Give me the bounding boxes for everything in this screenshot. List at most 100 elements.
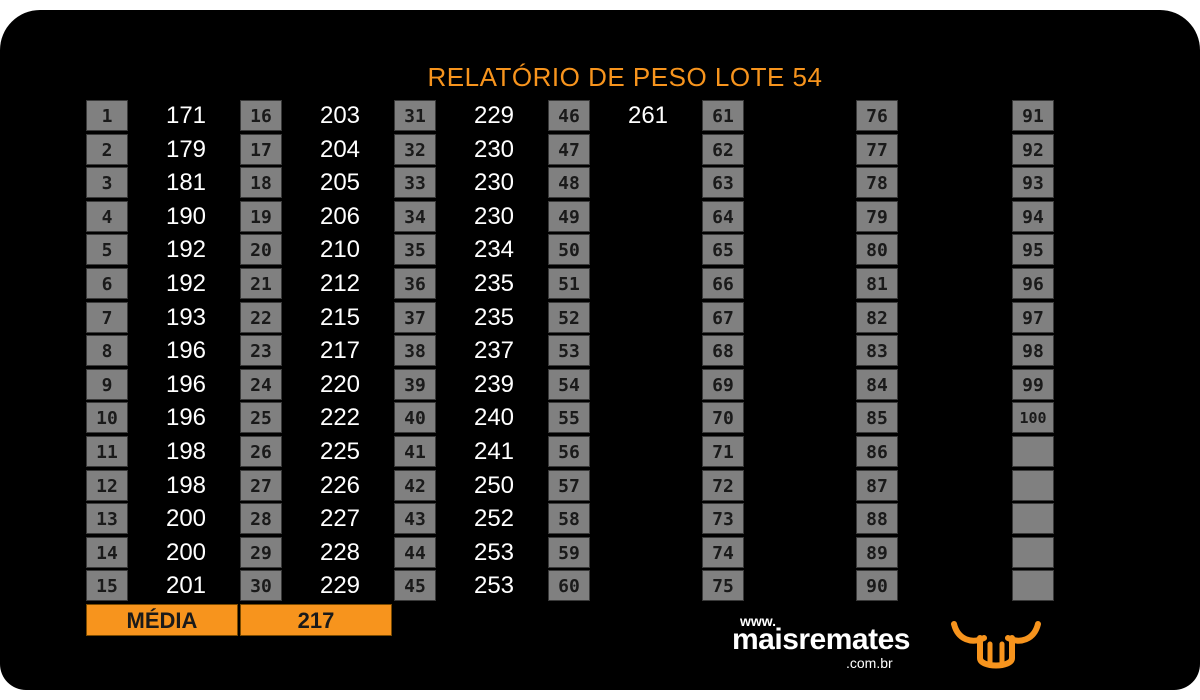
animal-index: 22 <box>240 301 282 333</box>
weight-row: 48 <box>548 167 698 199</box>
animal-index: 82 <box>856 301 898 333</box>
weight-row: 41 241 <box>394 436 544 467</box>
animal-weight: 230 <box>473 169 515 197</box>
animal-weight: 198 <box>165 438 207 465</box>
animal-weight: 200 <box>165 538 207 566</box>
animal-weight: 203 <box>319 102 361 129</box>
animal-weight: 250 <box>473 471 515 499</box>
animal-index: 81 <box>856 268 898 299</box>
animal-index: 16 <box>240 100 282 131</box>
animal-index: 85 <box>856 402 898 434</box>
animal-index: 3 <box>86 167 128 199</box>
animal-index: 87 <box>856 469 898 501</box>
weight-row: 90 <box>856 570 1006 602</box>
weight-row: 71 <box>702 436 852 467</box>
weight-row: 96 <box>1012 268 1162 299</box>
brand-name: maisremates <box>732 623 910 656</box>
animal-index: 20 <box>240 234 282 266</box>
animal-index: 44 <box>394 536 436 568</box>
weight-row: 91 <box>1012 100 1162 131</box>
animal-index: 56 <box>548 436 590 467</box>
animal-index: 60 <box>548 570 590 602</box>
animal-index: 31 <box>394 100 436 131</box>
animal-index: 61 <box>702 100 744 131</box>
animal-weight: 171 <box>165 102 207 129</box>
weight-row: 34 230 <box>394 200 544 232</box>
weight-row: 93 <box>1012 167 1162 199</box>
animal-index: 68 <box>702 335 744 367</box>
weight-row: 80 <box>856 234 1006 266</box>
animal-index: 98 <box>1012 335 1054 367</box>
weight-row: 66 <box>702 268 852 299</box>
animal-index: 83 <box>856 335 898 367</box>
weight-row: 24 220 <box>240 368 390 400</box>
animal-index: 48 <box>548 167 590 199</box>
bull-horns-icon <box>951 621 1041 669</box>
animal-index: 92 <box>1012 133 1054 165</box>
animal-index: 17 <box>240 133 282 165</box>
weight-row: 69 <box>702 368 852 400</box>
animal-index: 35 <box>394 234 436 266</box>
empty-slot <box>1012 469 1054 501</box>
animal-index: 42 <box>394 469 436 501</box>
animal-index: 71 <box>702 436 744 467</box>
animal-index: 33 <box>394 167 436 199</box>
empty-slot <box>1012 436 1054 467</box>
animal-index: 55 <box>548 402 590 434</box>
animal-weight: 222 <box>319 404 361 432</box>
animal-index: 9 <box>86 368 128 400</box>
weight-row: 55 <box>548 402 698 434</box>
empty-slot <box>1012 503 1054 535</box>
animal-index: 91 <box>1012 100 1054 131</box>
weight-row: 98 <box>1012 335 1162 367</box>
weight-row: 78 <box>856 167 1006 199</box>
animal-weight: 225 <box>319 438 361 465</box>
weight-row: 59 <box>548 536 698 568</box>
animal-index: 49 <box>548 200 590 232</box>
animal-weight: 193 <box>165 303 207 331</box>
weight-row: 58 <box>548 503 698 535</box>
animal-index: 24 <box>240 368 282 400</box>
animal-index: 7 <box>86 301 128 333</box>
weight-row: 19 206 <box>240 200 390 232</box>
animal-weight: 196 <box>165 337 207 365</box>
animal-weight: 235 <box>473 303 515 331</box>
animal-weight: 217 <box>319 337 361 365</box>
animal-index: 51 <box>548 268 590 299</box>
report-panel <box>0 10 1200 690</box>
media-value: 217 <box>240 604 392 636</box>
animal-weight: 198 <box>165 471 207 499</box>
weight-row: 57 <box>548 469 698 501</box>
animal-index: 26 <box>240 436 282 467</box>
weight-row: 21 212 <box>240 268 390 299</box>
weight-row: 11 198 <box>86 436 236 467</box>
weight-row: 35 234 <box>394 234 544 266</box>
weight-row: 23 217 <box>240 335 390 367</box>
weight-row: 73 <box>702 503 852 535</box>
animal-weight: 237 <box>473 337 515 365</box>
weight-row: 86 <box>856 436 1006 467</box>
weight-row: 37 235 <box>394 301 544 333</box>
weight-row: 76 <box>856 100 1006 131</box>
animal-index: 21 <box>240 268 282 299</box>
weight-row: 94 <box>1012 200 1162 232</box>
animal-weight: 226 <box>319 471 361 499</box>
animal-weight: 252 <box>473 505 515 533</box>
weight-row: 36 235 <box>394 268 544 299</box>
weight-row: 85 <box>856 402 1006 434</box>
weight-row: 77 <box>856 133 1006 165</box>
animal-index: 46 <box>548 100 590 131</box>
animal-index: 65 <box>702 234 744 266</box>
weight-row: 83 <box>856 335 1006 367</box>
weight-row: 99 <box>1012 368 1162 400</box>
weight-row: 2 179 <box>86 133 236 165</box>
animal-weight: 229 <box>319 572 361 600</box>
animal-index: 34 <box>394 200 436 232</box>
weight-row: 33 230 <box>394 167 544 199</box>
animal-index: 32 <box>394 133 436 165</box>
animal-weight: 240 <box>473 404 515 432</box>
animal-index: 29 <box>240 536 282 568</box>
animal-index: 72 <box>702 469 744 501</box>
animal-index: 45 <box>394 570 436 602</box>
animal-weight: 190 <box>165 202 207 230</box>
